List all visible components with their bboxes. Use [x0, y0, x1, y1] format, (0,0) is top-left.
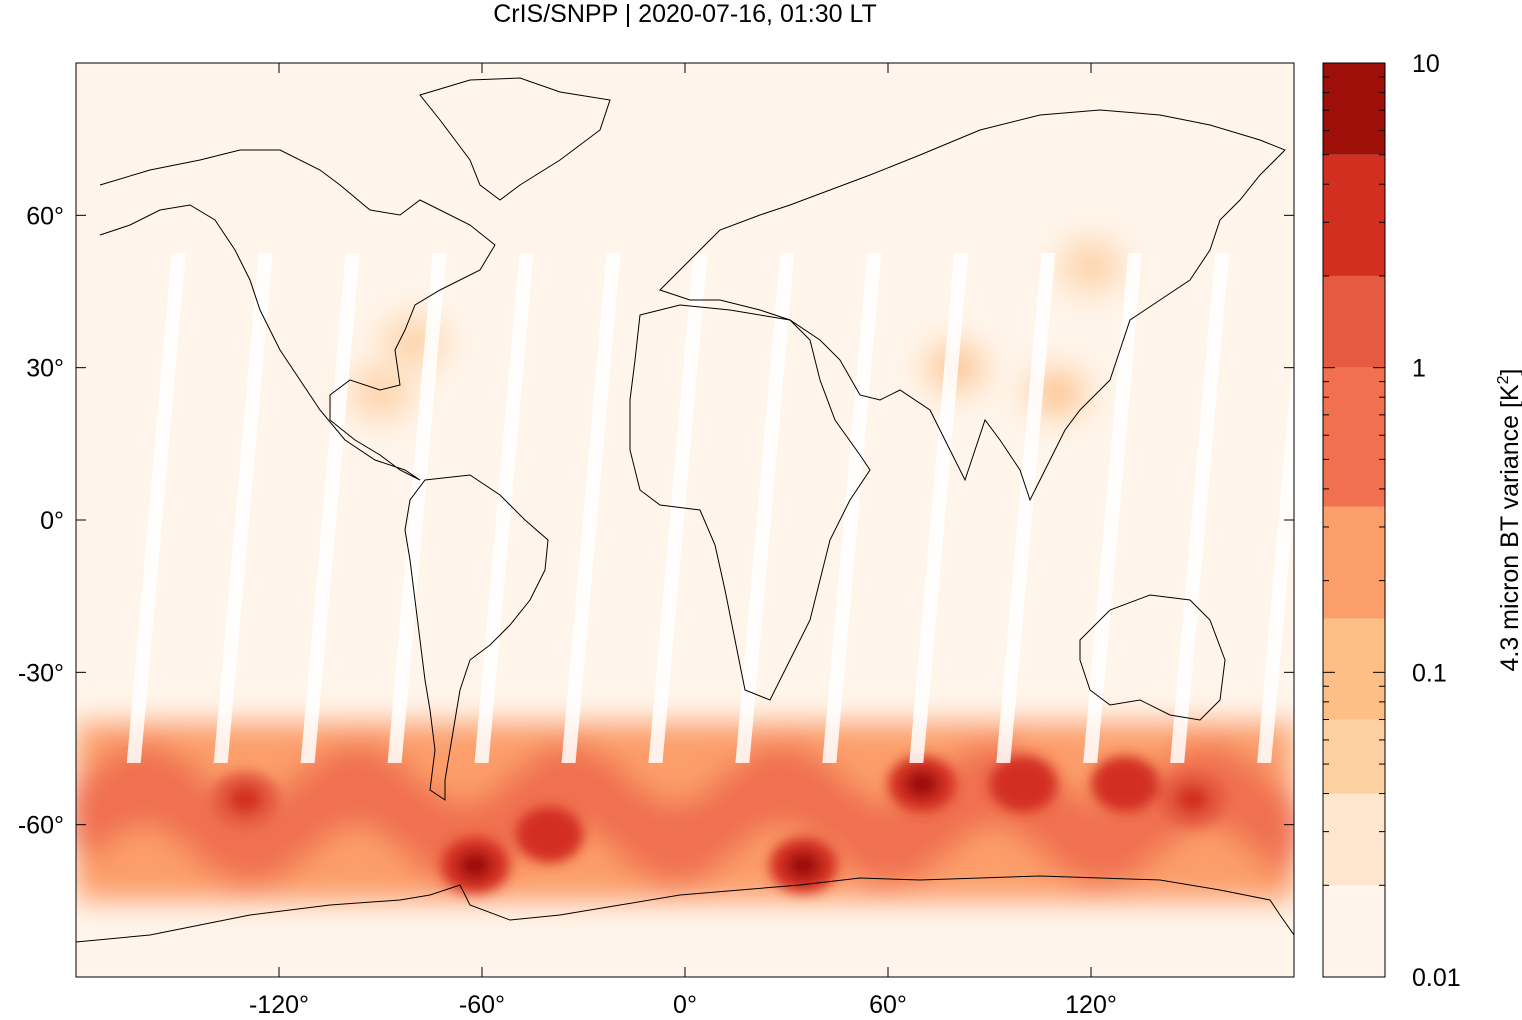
- coastlines: [76, 77, 1294, 943]
- x-tick-label: -120°: [249, 991, 309, 1019]
- field-cell: [1006, 770, 1041, 799]
- colorbar-tick-label: 0.1: [1412, 659, 1447, 687]
- orbit-gap: [909, 253, 969, 763]
- colorbar-level: [1323, 506, 1385, 619]
- coastline-africa: [629, 304, 871, 701]
- colorbar-tick-label: 10: [1412, 50, 1440, 78]
- orbit-gap: [648, 253, 708, 763]
- colorbar: [1322, 62, 1386, 978]
- x-axis: -120° -60° 0° 60° 120°: [249, 63, 1117, 1019]
- orbit-gap: [1083, 253, 1143, 763]
- y-tick-label: 0°: [40, 507, 64, 535]
- field-cell: [1107, 770, 1142, 799]
- x-tick-label: 120°: [1065, 991, 1117, 1019]
- orbit-gap: [735, 253, 795, 763]
- orbit-gap: [387, 253, 447, 763]
- colorbar-frame: [1322, 62, 1386, 978]
- x-tick-label: -60°: [459, 991, 505, 1019]
- x-tick-label: 0°: [673, 991, 697, 1019]
- plot-area: [76, 63, 1294, 977]
- coastline-eurasia: [659, 109, 1286, 502]
- colorbar-level: [1323, 367, 1385, 507]
- y-tick-label: 60°: [26, 202, 64, 230]
- colorbar-level: [1323, 154, 1385, 276]
- field-cell: [228, 785, 263, 814]
- field-cell: [786, 851, 821, 880]
- colorbar-tick-label: 0.01: [1412, 964, 1461, 992]
- orbit-gap: [1257, 345, 1294, 763]
- orbit-gap: [996, 253, 1056, 763]
- orbit-gap: [561, 253, 621, 763]
- colorbar-level: [1323, 275, 1385, 368]
- colorbar-tick-label: 1: [1412, 355, 1426, 383]
- orbit-gap: [126, 253, 186, 763]
- colorbar-level: [1323, 885, 1385, 977]
- field-cell: [532, 820, 567, 849]
- y-tick-label: -30°: [18, 659, 64, 687]
- field-cell: [1256, 785, 1294, 876]
- coastline-south-america: [404, 474, 549, 801]
- colorbar-level: [1323, 793, 1385, 886]
- orbit-gap: [474, 253, 534, 763]
- field-cell: [904, 770, 939, 799]
- coastline-greenland: [419, 77, 611, 201]
- y-axis: 60° 30° 0° -30° -60°: [18, 202, 1294, 840]
- orbit-gap: [213, 253, 273, 763]
- colorbar-level: [1323, 719, 1385, 794]
- colorbar-ticks: 10 1 0.1 0.01: [1323, 50, 1461, 992]
- field-cell: [1037, 375, 1078, 411]
- y-tick-label: 30°: [26, 355, 64, 383]
- colorbar-level: [1323, 63, 1385, 155]
- chart-title: CrIS/SNPP | 2020-07-16, 01:30 LT: [493, 0, 877, 28]
- coastline-australia: [1079, 594, 1226, 721]
- field-cell: [360, 375, 401, 411]
- y-tick-label: -60°: [18, 812, 64, 840]
- coastline-antarctica: [76, 875, 1294, 943]
- orbit-gap: [1170, 253, 1230, 763]
- colorbar-label: 4.3 micron BT variance [K2]: [1495, 368, 1522, 671]
- orbit-gap: [822, 253, 882, 763]
- field-cell: [1175, 785, 1210, 814]
- field-detail: [211, 756, 1227, 894]
- orbit-gaps: [126, 253, 1294, 763]
- colorbar-level: [1323, 618, 1385, 720]
- field-cell: [458, 851, 493, 880]
- coastline-north-america: [99, 149, 496, 481]
- field-cell: [1071, 248, 1111, 284]
- x-tick-label: 60°: [869, 991, 907, 1019]
- orbit-gap: [300, 253, 360, 763]
